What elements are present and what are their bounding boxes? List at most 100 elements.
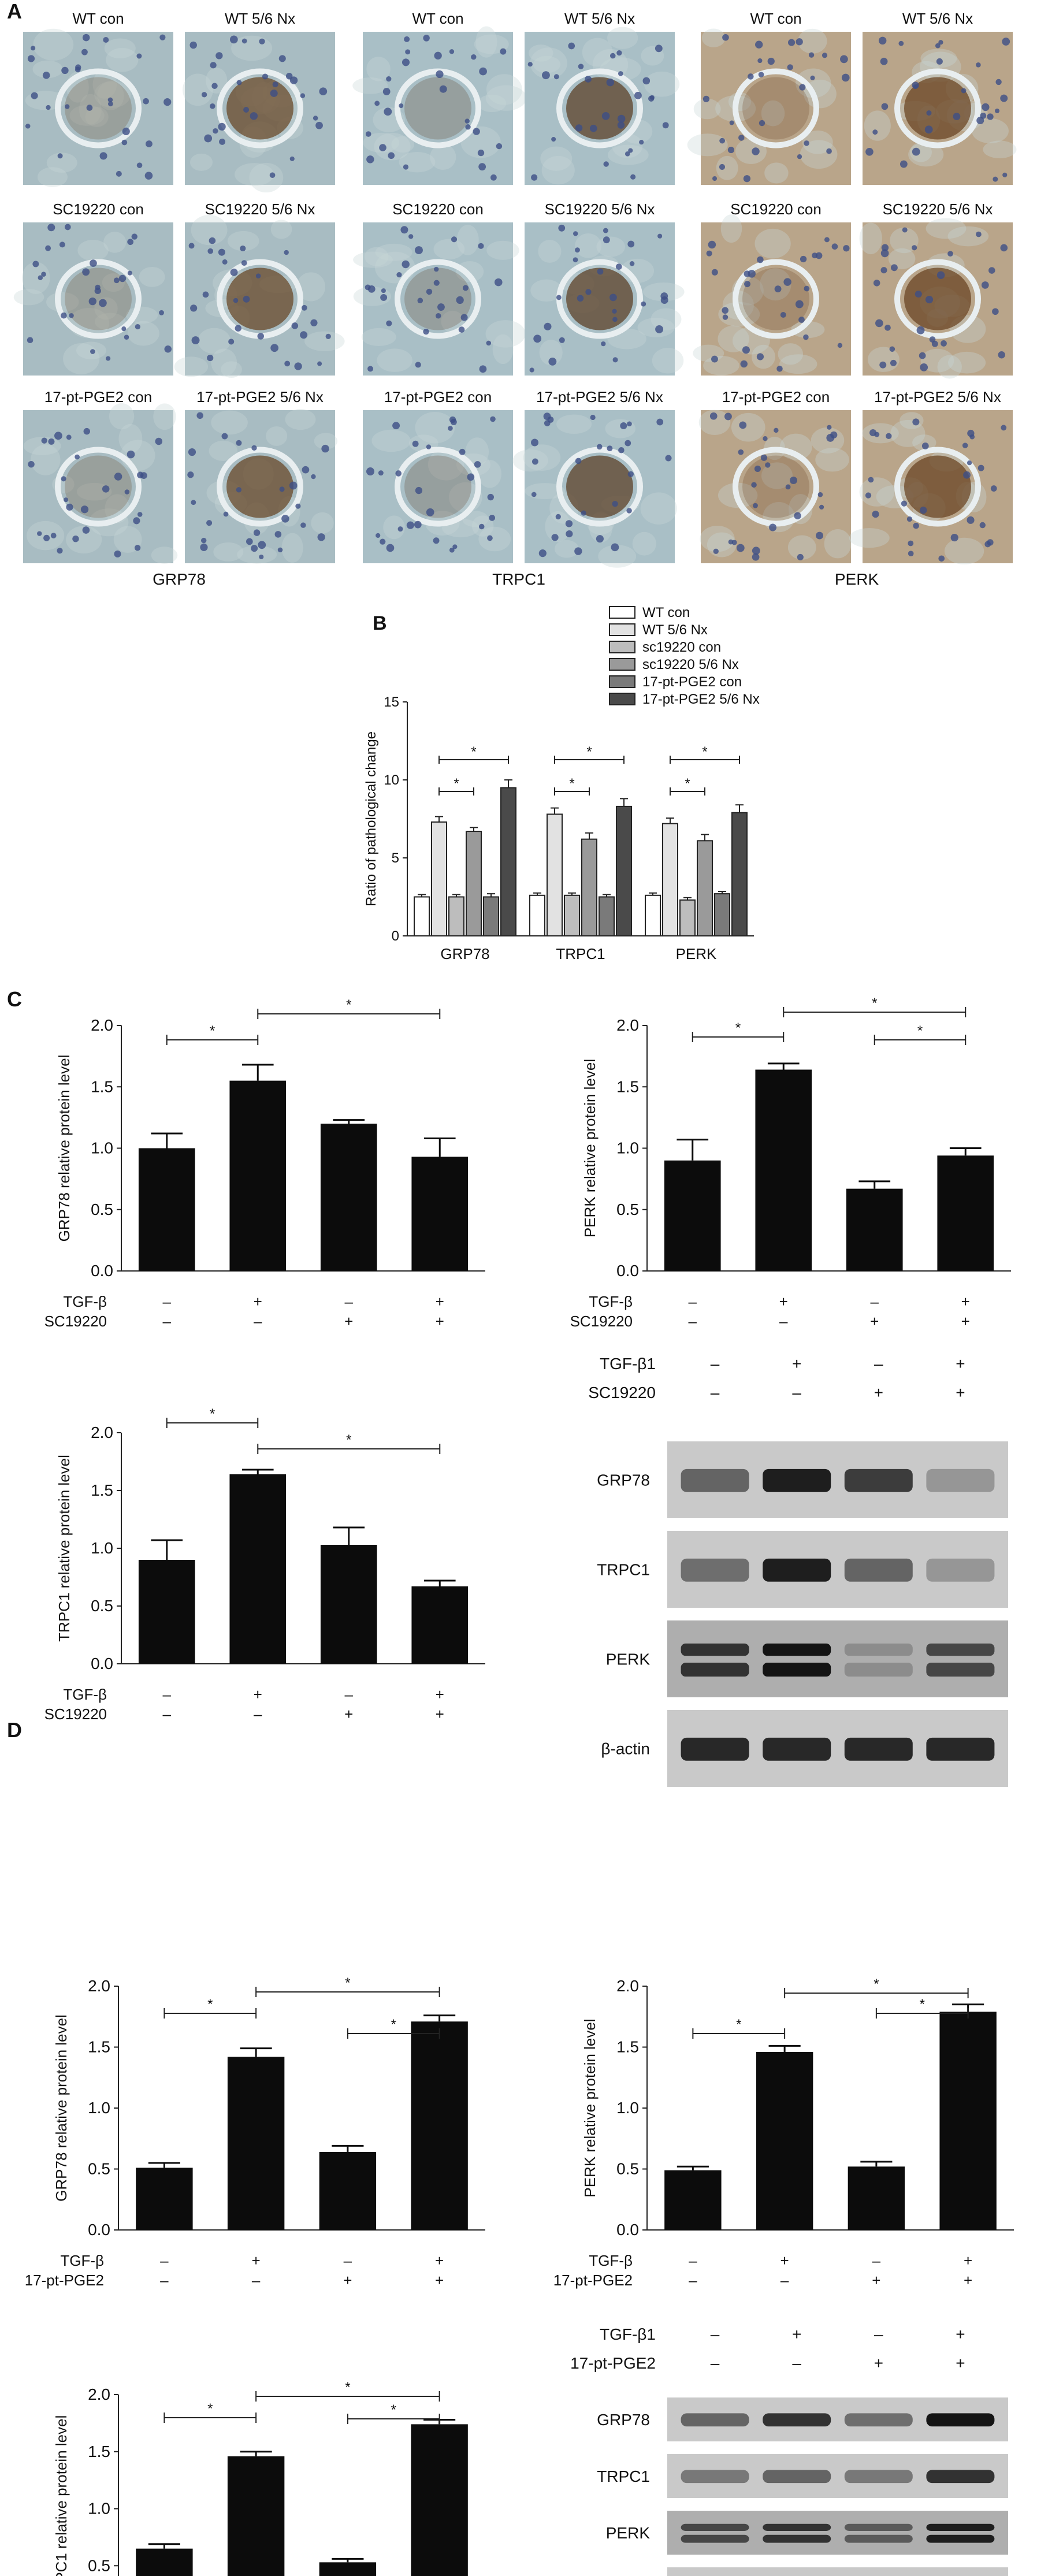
- blot-treatment-label: TGF-β1: [600, 2325, 656, 2343]
- tubule-patch: [227, 231, 259, 251]
- tubule-patch: [66, 526, 102, 554]
- nucleus: [607, 445, 613, 452]
- nucleus: [448, 426, 453, 431]
- nucleus: [114, 473, 122, 481]
- nucleus: [64, 224, 71, 231]
- tubule-patch: [97, 81, 124, 110]
- treatment-sign: +: [964, 2272, 972, 2289]
- tubule-patch: [235, 163, 274, 186]
- nucleus: [127, 239, 134, 246]
- y-axis-label: GRP78 relative protein level: [53, 2014, 70, 2202]
- treatment-sign: –: [779, 1313, 788, 1330]
- treatment-sign: +: [961, 1293, 970, 1310]
- tubule-patch: [485, 85, 527, 111]
- bar: [411, 1586, 469, 1664]
- nucleus: [655, 44, 663, 53]
- nucleus: [935, 43, 941, 49]
- nucleus: [748, 270, 756, 278]
- nucleus: [486, 340, 492, 346]
- band: [681, 1643, 749, 1656]
- tile-label: WT 5/6 Nx: [564, 10, 635, 27]
- nucleus: [270, 89, 278, 97]
- nucleus: [795, 300, 804, 308]
- y-tick-label: 1.5: [88, 2038, 110, 2056]
- treatment-label: SC19220: [44, 1705, 107, 1723]
- nucleus: [709, 412, 718, 420]
- nucleus: [140, 472, 147, 479]
- blot-sign: –: [711, 1355, 720, 1373]
- nucleus: [878, 36, 887, 45]
- nucleus: [452, 544, 458, 549]
- tubule-patch: [538, 240, 562, 263]
- nucleus: [487, 535, 493, 541]
- nucleus: [774, 428, 779, 433]
- nucleus: [210, 62, 217, 69]
- nucleus: [284, 250, 289, 255]
- nucleus: [124, 334, 129, 340]
- tubule-patch: [541, 155, 575, 185]
- nucleus: [752, 553, 760, 561]
- nucleus: [575, 124, 583, 132]
- nucleus: [763, 436, 768, 441]
- nucleus: [321, 444, 329, 453]
- nucleus: [317, 361, 322, 366]
- nucleus: [609, 53, 616, 59]
- nucleus: [744, 281, 750, 288]
- nucleus: [915, 291, 922, 298]
- nucleus: [752, 547, 760, 555]
- nucleus: [99, 299, 107, 307]
- nucleus: [950, 533, 958, 542]
- bar: [939, 2012, 997, 2230]
- bar: [411, 2021, 468, 2230]
- nucleus: [568, 42, 575, 50]
- glomerulus-capsule: [894, 68, 981, 148]
- treatment-sign: –: [689, 2272, 697, 2289]
- treatment-sign: –: [163, 1313, 172, 1330]
- group-label: PERK: [835, 570, 879, 588]
- bar: [483, 896, 499, 936]
- tubule-patch: [598, 545, 637, 568]
- tubule-patch: [456, 225, 479, 255]
- nucleus: [731, 540, 737, 545]
- tubule-patch: [849, 528, 890, 548]
- bar: [138, 1148, 195, 1271]
- tubule-patch: [642, 282, 685, 302]
- tubule-patch: [554, 540, 579, 558]
- nucleus: [236, 487, 242, 493]
- treatment-sign: –: [780, 2272, 789, 2289]
- nucleus: [886, 433, 892, 439]
- nucleus: [81, 49, 88, 55]
- tubule-patch: [802, 130, 833, 154]
- glomerulus: [904, 77, 971, 140]
- glomerulus: [566, 267, 633, 330]
- nucleus: [251, 445, 257, 451]
- nucleus: [405, 49, 411, 55]
- tile-label: SC19220 con: [730, 200, 822, 218]
- treatment-sign: +: [344, 1313, 353, 1330]
- nucleus: [380, 293, 388, 301]
- y-tick-label: 0.5: [91, 1597, 113, 1615]
- tubule-patch: [198, 328, 231, 354]
- blot-sign: +: [874, 2354, 883, 2372]
- blot-sign: –: [792, 1384, 801, 1402]
- treatment-label: SC19220: [570, 1313, 633, 1330]
- tubule-patch: [596, 236, 626, 257]
- nucleus: [241, 38, 247, 44]
- nucleus: [66, 503, 73, 511]
- tubule-patch: [754, 228, 791, 259]
- nucleus: [630, 174, 636, 180]
- treatment-sign: +: [961, 1313, 970, 1330]
- tubule-patch: [311, 512, 334, 534]
- tubule-patch: [465, 437, 489, 466]
- nucleus: [759, 120, 765, 127]
- bar: [937, 1155, 994, 1271]
- nucleus: [601, 112, 610, 120]
- legend-swatch: [609, 693, 635, 705]
- y-tick-label: 1.0: [616, 1139, 639, 1157]
- nucleus: [301, 304, 307, 311]
- panel-a-micrographs: WT con WT 5/6 Nx SC19220 con SC19220 5/6 Nx…: [13, 10, 1017, 588]
- nucleus: [434, 266, 439, 272]
- nucleus: [106, 356, 111, 361]
- micrograph-tile: [701, 222, 851, 376]
- y-tick-label: 2.0: [616, 1977, 639, 1995]
